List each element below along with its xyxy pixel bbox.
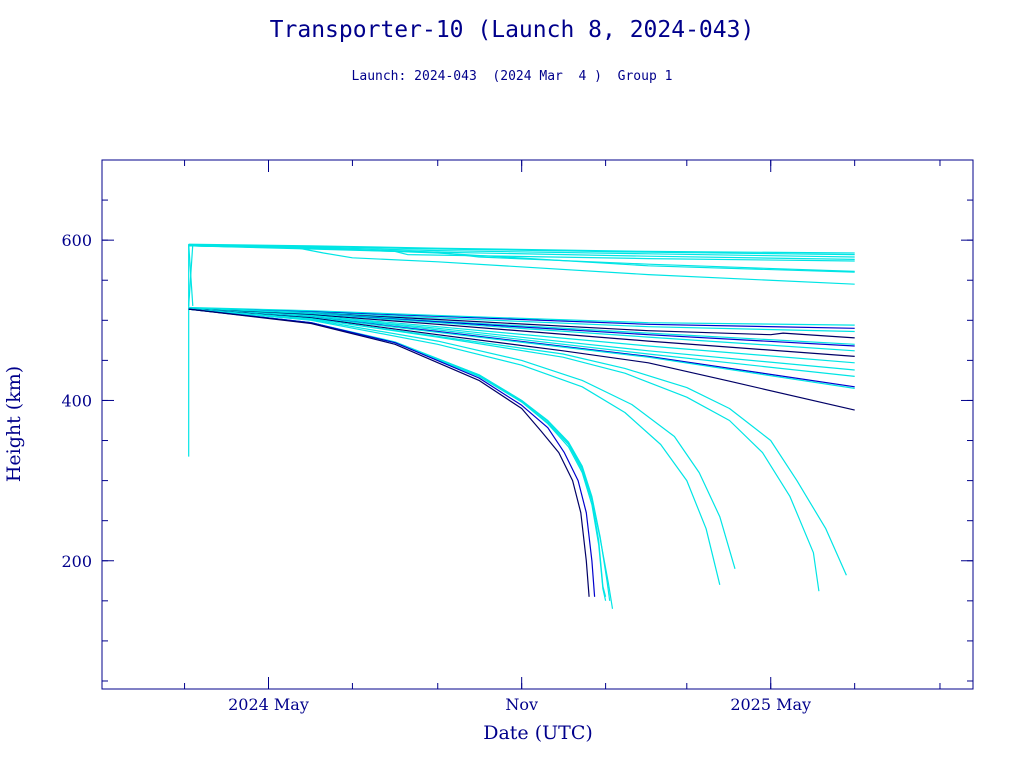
- tick-layer: [102, 160, 973, 689]
- series-line-29: [188, 308, 611, 601]
- series-line-2: [188, 244, 194, 306]
- series-line-24: [188, 308, 855, 411]
- chart-subtitle: Launch: 2024-043 (2024 Mar 4 ) Group 1: [352, 69, 673, 84]
- series-line-32: [188, 308, 614, 609]
- series-line-27: [188, 308, 736, 569]
- series-line-26: [188, 308, 820, 592]
- y-tick-label-2: 600: [61, 231, 92, 250]
- series-line-10: [188, 245, 855, 285]
- y-axis-label: Height (km): [3, 366, 25, 482]
- label-layer: 2024 May Nov 2025 May 200 400 600: [61, 231, 811, 714]
- series-line-12: [188, 306, 855, 326]
- y-tick-label-1: 400: [61, 392, 92, 411]
- series-line-31: [188, 308, 607, 597]
- series-line-33: [188, 308, 596, 597]
- y-tick-label-0: 200: [61, 552, 92, 571]
- x-axis-label: Date (UTC): [483, 722, 593, 744]
- series-layer: [188, 243, 855, 609]
- x-tick-label-1: Nov: [505, 695, 538, 714]
- x-tick-label-0: 2024 May: [228, 695, 309, 714]
- chart-title: Transporter-10 (Launch 8, 2024-043): [270, 17, 755, 43]
- series-line-28: [188, 308, 721, 585]
- series-line-30: [188, 308, 607, 601]
- series-line-34: [188, 308, 590, 597]
- plot-frame: [101, 159, 974, 690]
- series-line-3: [188, 243, 855, 254]
- series-line-7: [188, 245, 855, 262]
- series-line-17: [188, 307, 855, 352]
- x-tick-label-2: 2025 May: [730, 695, 811, 714]
